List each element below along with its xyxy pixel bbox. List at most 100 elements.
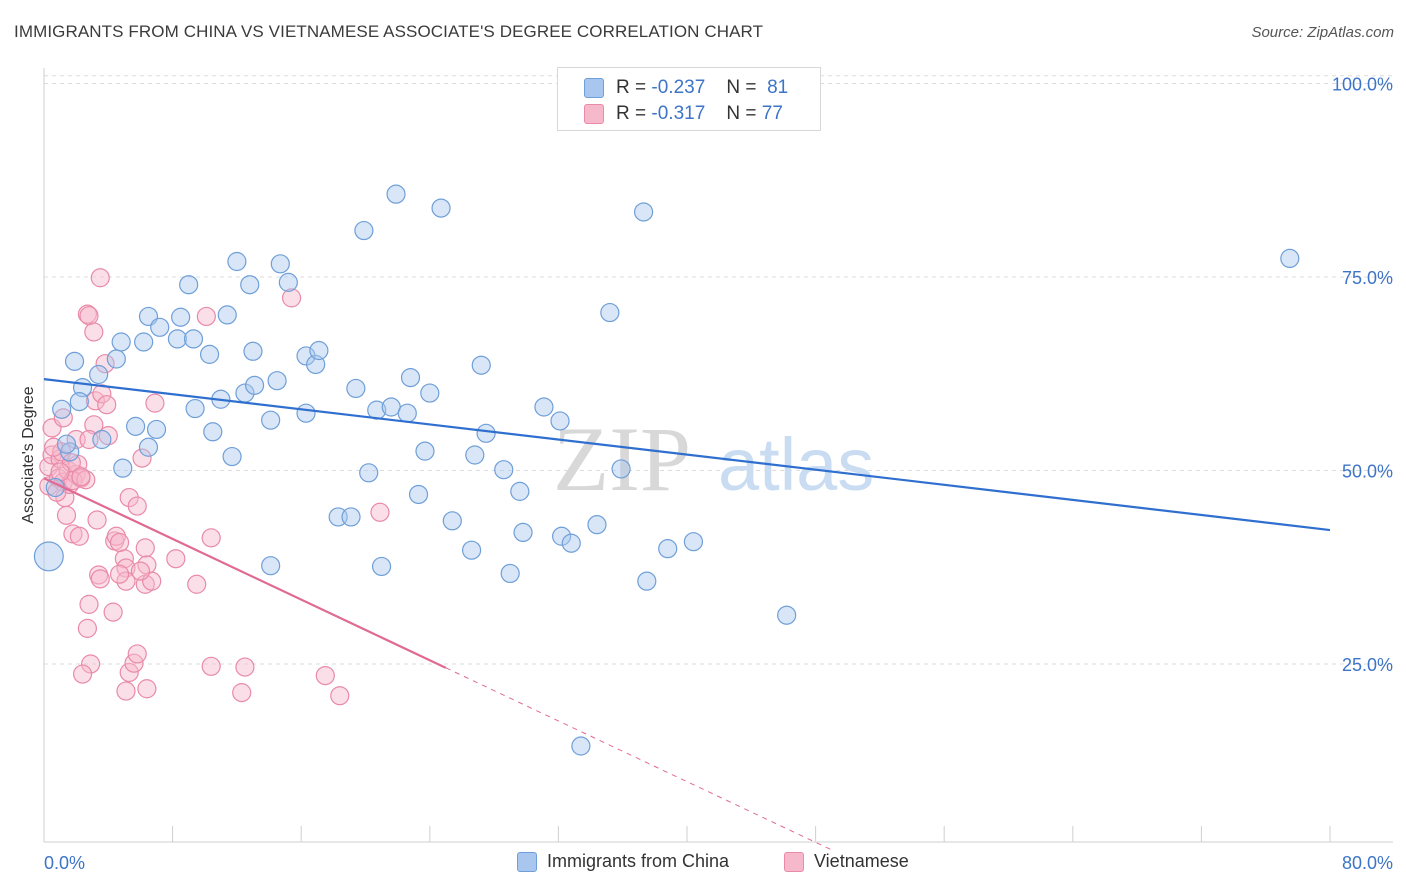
china-point bbox=[371, 556, 392, 577]
china-point bbox=[442, 511, 462, 531]
china-point bbox=[550, 411, 570, 431]
china-point bbox=[113, 458, 133, 478]
china-point bbox=[270, 254, 290, 274]
china-point bbox=[341, 507, 361, 527]
china-point bbox=[465, 445, 485, 465]
china-point bbox=[400, 368, 421, 388]
chart-title: IMMIGRANTS FROM CHINA VS VIETNAMESE ASSO… bbox=[14, 22, 764, 41]
x-tick-labels: 0.0% 80.0% bbox=[44, 853, 1393, 873]
vietnamese-point bbox=[56, 505, 77, 525]
china-point bbox=[309, 340, 329, 361]
vietnamese-trend-extension bbox=[445, 667, 832, 851]
china-point bbox=[397, 403, 417, 423]
legend-n-value: 81 bbox=[767, 77, 789, 98]
china-point bbox=[587, 515, 607, 535]
china-point bbox=[471, 355, 491, 375]
china-point bbox=[534, 397, 554, 417]
trend-lines bbox=[43, 378, 1331, 851]
china-point bbox=[381, 397, 401, 417]
china-point bbox=[227, 251, 247, 272]
china-point bbox=[500, 563, 520, 584]
legend-swatch-pink bbox=[584, 104, 604, 124]
bottom-legend-vietnamese-label: Vietnamese bbox=[814, 851, 909, 871]
china-point bbox=[611, 459, 631, 479]
vietnamese-point bbox=[50, 462, 70, 482]
china-point bbox=[510, 481, 530, 501]
x-tick-label: 80.0% bbox=[1342, 853, 1393, 873]
china-point bbox=[111, 332, 131, 352]
china-point bbox=[494, 460, 514, 480]
vietnamese-point bbox=[135, 538, 155, 558]
china-point bbox=[217, 305, 237, 325]
china-point bbox=[199, 344, 220, 364]
vietnamese-point bbox=[81, 654, 101, 674]
legend-row-vietnamese: R = -0.317 N = 77 bbox=[584, 101, 783, 127]
y-tick-label: 75.0% bbox=[1342, 268, 1393, 288]
y-tick-label: 50.0% bbox=[1342, 461, 1393, 481]
china-point bbox=[138, 437, 159, 457]
china-point bbox=[261, 410, 281, 430]
china-point bbox=[106, 349, 126, 369]
china-point bbox=[171, 307, 191, 327]
bottom-legend-china: Immigrants from China bbox=[517, 851, 729, 872]
vietnamese-point bbox=[281, 288, 302, 308]
vietnamese-point bbox=[166, 549, 186, 569]
china-point bbox=[185, 398, 205, 419]
china-trend-line bbox=[43, 378, 1331, 532]
bottom-legend-vietnamese: Vietnamese bbox=[784, 851, 909, 872]
y-axis-label: Associate's Degree bbox=[20, 386, 37, 523]
y-tick-label: 25.0% bbox=[1342, 655, 1393, 675]
china-point bbox=[52, 399, 72, 419]
china-point bbox=[89, 364, 109, 385]
china-point bbox=[167, 329, 188, 349]
china-point bbox=[92, 429, 112, 450]
china-point bbox=[267, 371, 287, 391]
china-point bbox=[513, 522, 533, 543]
china-point bbox=[386, 184, 406, 204]
china-point bbox=[777, 605, 797, 625]
china-point bbox=[203, 422, 223, 442]
china-point bbox=[296, 403, 316, 423]
china-point bbox=[552, 526, 572, 546]
vietnamese-point bbox=[127, 496, 147, 516]
china-point bbox=[134, 332, 154, 352]
legend-n-value: 77 bbox=[761, 103, 783, 124]
legend: R = -0.237 N = 81 R = -0.317 N = 77 bbox=[557, 67, 821, 131]
china-point bbox=[658, 539, 678, 559]
vietnamese-point bbox=[145, 393, 165, 413]
vietnamese-point bbox=[119, 662, 139, 683]
china-point bbox=[1280, 248, 1300, 269]
watermark: ZIP atlas bbox=[553, 408, 874, 510]
china-point bbox=[150, 317, 170, 337]
vietnamese-point bbox=[201, 528, 221, 548]
vietnamese-point bbox=[95, 354, 115, 374]
china-point bbox=[637, 571, 657, 591]
vietnamese-point bbox=[370, 502, 390, 522]
china-point bbox=[461, 540, 482, 560]
legend-n-label: N = bbox=[726, 77, 757, 98]
china-point bbox=[420, 383, 440, 403]
china-point bbox=[146, 419, 167, 440]
china-point bbox=[415, 441, 435, 461]
axes bbox=[43, 68, 1393, 843]
china-point bbox=[64, 351, 85, 371]
vietnamese-point bbox=[130, 561, 151, 581]
vietnamese-point bbox=[90, 268, 110, 288]
legend-n-label: N = bbox=[726, 103, 757, 124]
legend-r-value: -0.317 bbox=[651, 103, 706, 124]
legend-row-china: R = -0.237 N = 81 bbox=[584, 75, 788, 101]
vietnamese-point bbox=[90, 569, 110, 589]
china-point bbox=[408, 484, 429, 505]
vietnamese-point bbox=[137, 679, 157, 699]
china-point bbox=[633, 202, 654, 222]
bottom-swatch-pink bbox=[784, 851, 804, 872]
china-point bbox=[243, 341, 263, 361]
x-tick-label: 0.0% bbox=[44, 853, 85, 873]
vietnamese-point bbox=[77, 618, 98, 638]
vietnamese-point bbox=[116, 681, 136, 701]
grid-lines bbox=[44, 75, 1393, 665]
china-point bbox=[571, 736, 591, 756]
bottom-legend-china-label: Immigrants from China bbox=[547, 851, 730, 871]
vietnamese-point bbox=[201, 656, 221, 676]
